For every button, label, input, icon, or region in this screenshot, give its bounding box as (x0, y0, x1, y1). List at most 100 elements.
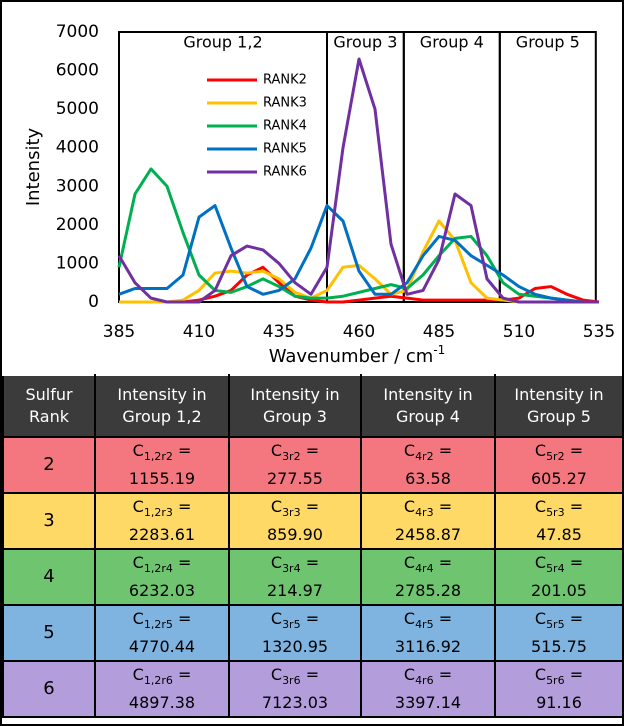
cell-symbol: C (403, 496, 416, 516)
legend-label: RANK5 (263, 142, 307, 157)
cell-symbol: C (132, 496, 144, 516)
table-row: 4 C1,2r4 = 6232.03 C3r4 = 214.97 C4r4 = 2785.2… (2, 548, 622, 606)
intensity-cell: C4r6 = 3397.14 (360, 660, 496, 718)
cell-value: 2785.28 (394, 581, 462, 601)
table-row: 3 C1,2r3 = 2283.61 C3r3 = 859.90 C4r3 = 2458.8… (2, 492, 622, 550)
cell-value: 63.58 (405, 469, 451, 489)
x-tick-label: 435 (263, 322, 295, 342)
cell-symbol: C (534, 440, 547, 460)
intensity-cell: C5r6 = 91.16 (494, 660, 622, 718)
header-row: Sulfur Rank Intensity in Group 1,2 Intensi… (2, 374, 622, 438)
intensity-cell: C1,2r5 = 4770.44 (94, 604, 230, 662)
cell-subscript: 3r5 (282, 618, 301, 632)
table: Sulfur Rank Intensity in Group 1,2 Intensi… (2, 374, 622, 718)
cell-symbol: C (132, 664, 144, 684)
cell-value: 3116.92 (394, 637, 462, 657)
cell-value: 7123.03 (261, 693, 329, 713)
cell-label: C3r2 = (230, 440, 360, 468)
rank-cell: 4 (2, 548, 96, 606)
cell-equals: = (177, 552, 192, 572)
intensity-cell: C5r3 = 47.85 (494, 492, 622, 550)
cell-subscript: 5r2 (546, 450, 565, 464)
cell-symbol: C (132, 552, 144, 572)
intensity-cell: C1,2r3 = 2283.61 (94, 492, 230, 550)
cell-symbol: C (403, 440, 416, 460)
cell-value: 2283.61 (128, 525, 196, 545)
cell-subscript: 3r3 (282, 506, 301, 520)
intensity-cell: C1,2r4 = 6232.03 (94, 548, 230, 606)
intensity-cell: C4r4 = 2785.28 (360, 548, 496, 606)
y-tick-label: 0 (88, 292, 99, 312)
cell-subscript: 1,2r5 (143, 618, 173, 632)
intensity-cell: C1,2r2 = 1155.19 (94, 436, 230, 494)
cell-subscript: 5r3 (546, 506, 565, 520)
cell-symbol: C (132, 440, 144, 460)
x-axis-label-text: Wavenumber / cm (269, 346, 434, 367)
header-cell: Intensity in Group 1,2 (94, 374, 230, 438)
x-axis-label-sup: -1 (433, 343, 445, 357)
header-cell: Intensity in Group 4 (360, 374, 496, 438)
cell-symbol: C (270, 496, 283, 516)
table-body: 2 C1,2r2 = 1155.19 C3r2 = 277.55 C4r2 = 63.58 C… (2, 436, 622, 718)
x-tick-label: 485 (423, 322, 455, 342)
cell-symbol: C (270, 440, 283, 460)
y-tick-label: 6000 (56, 61, 99, 81)
cell-equals: = (305, 440, 320, 460)
y-tick-label: 4000 (56, 138, 99, 158)
table-row: 2 C1,2r2 = 1155.19 C3r2 = 277.55 C4r2 = 63.58 C… (2, 436, 622, 494)
cell-equals: = (569, 496, 584, 516)
intensity-cell: C3r6 = 7123.03 (228, 660, 362, 718)
rank-cell: 5 (2, 604, 96, 662)
x-tick-label: 385 (103, 322, 135, 342)
group-label: Group 4 (420, 33, 484, 52)
legend-label: RANK3 (263, 96, 307, 111)
cell-label: C5r3 = (496, 496, 622, 524)
intensity-cell: C4r3 = 2458.87 (360, 492, 496, 550)
cell-equals: = (177, 440, 192, 460)
cell-value: 91.16 (536, 693, 582, 713)
table-row: 6 C1,2r6 = 4897.38 C3r6 = 7123.03 C4r6 = 3397.… (2, 660, 622, 718)
intensity-cell: C5r5 = 515.75 (494, 604, 622, 662)
cell-label: C3r5 = (230, 608, 360, 636)
intensity-cell: C5r4 = 201.05 (494, 548, 622, 606)
cell-equals: = (438, 496, 453, 516)
series-line (119, 265, 600, 304)
table-row: 5 C1,2r5 = 4770.44 C3r5 = 1320.95 C4r5 = 3116.… (2, 604, 622, 662)
cell-subscript: 1,2r3 (143, 506, 173, 520)
y-axis-label: Intensity (23, 127, 44, 206)
cell-value: 605.27 (531, 469, 587, 489)
cell-equals: = (569, 552, 584, 572)
cell-subscript: 1,2r2 (143, 450, 173, 464)
cell-symbol: C (270, 608, 283, 628)
cell-subscript: 1,2r4 (143, 562, 173, 576)
cell-label: C4r2 = (362, 440, 494, 468)
cell-equals: = (569, 664, 584, 684)
cell-label: C1,2r2 = (96, 440, 228, 468)
cell-subscript: 4r3 (415, 506, 434, 520)
cell-label: C5r2 = (496, 440, 622, 468)
cell-symbol: C (270, 552, 283, 572)
cell-symbol: C (534, 664, 547, 684)
intensity-cell: C4r5 = 3116.92 (360, 604, 496, 662)
cell-label: C4r3 = (362, 496, 494, 524)
y-tick-label: 1000 (56, 253, 99, 273)
cell-label: C3r3 = (230, 496, 360, 524)
cell-equals: = (438, 552, 453, 572)
cell-value: 4897.38 (128, 693, 196, 713)
y-tick-label: 5000 (56, 99, 99, 119)
cell-equals: = (305, 664, 320, 684)
group-box (326, 31, 405, 303)
legend-label: RANK4 (263, 119, 307, 134)
cell-value: 6232.03 (128, 581, 196, 601)
intensity-cell: C5r2 = 605.27 (494, 436, 622, 494)
cell-value: 214.97 (267, 581, 323, 601)
series-line (117, 57, 599, 304)
cell-subscript: 4r2 (415, 450, 434, 464)
intensity-cell: C3r4 = 214.97 (228, 548, 362, 606)
y-tick-label: 2000 (56, 215, 99, 235)
cell-equals: = (305, 496, 320, 516)
cell-label: C3r6 = (230, 664, 360, 692)
cell-symbol: C (403, 552, 416, 572)
cell-label: C5r6 = (496, 664, 622, 692)
